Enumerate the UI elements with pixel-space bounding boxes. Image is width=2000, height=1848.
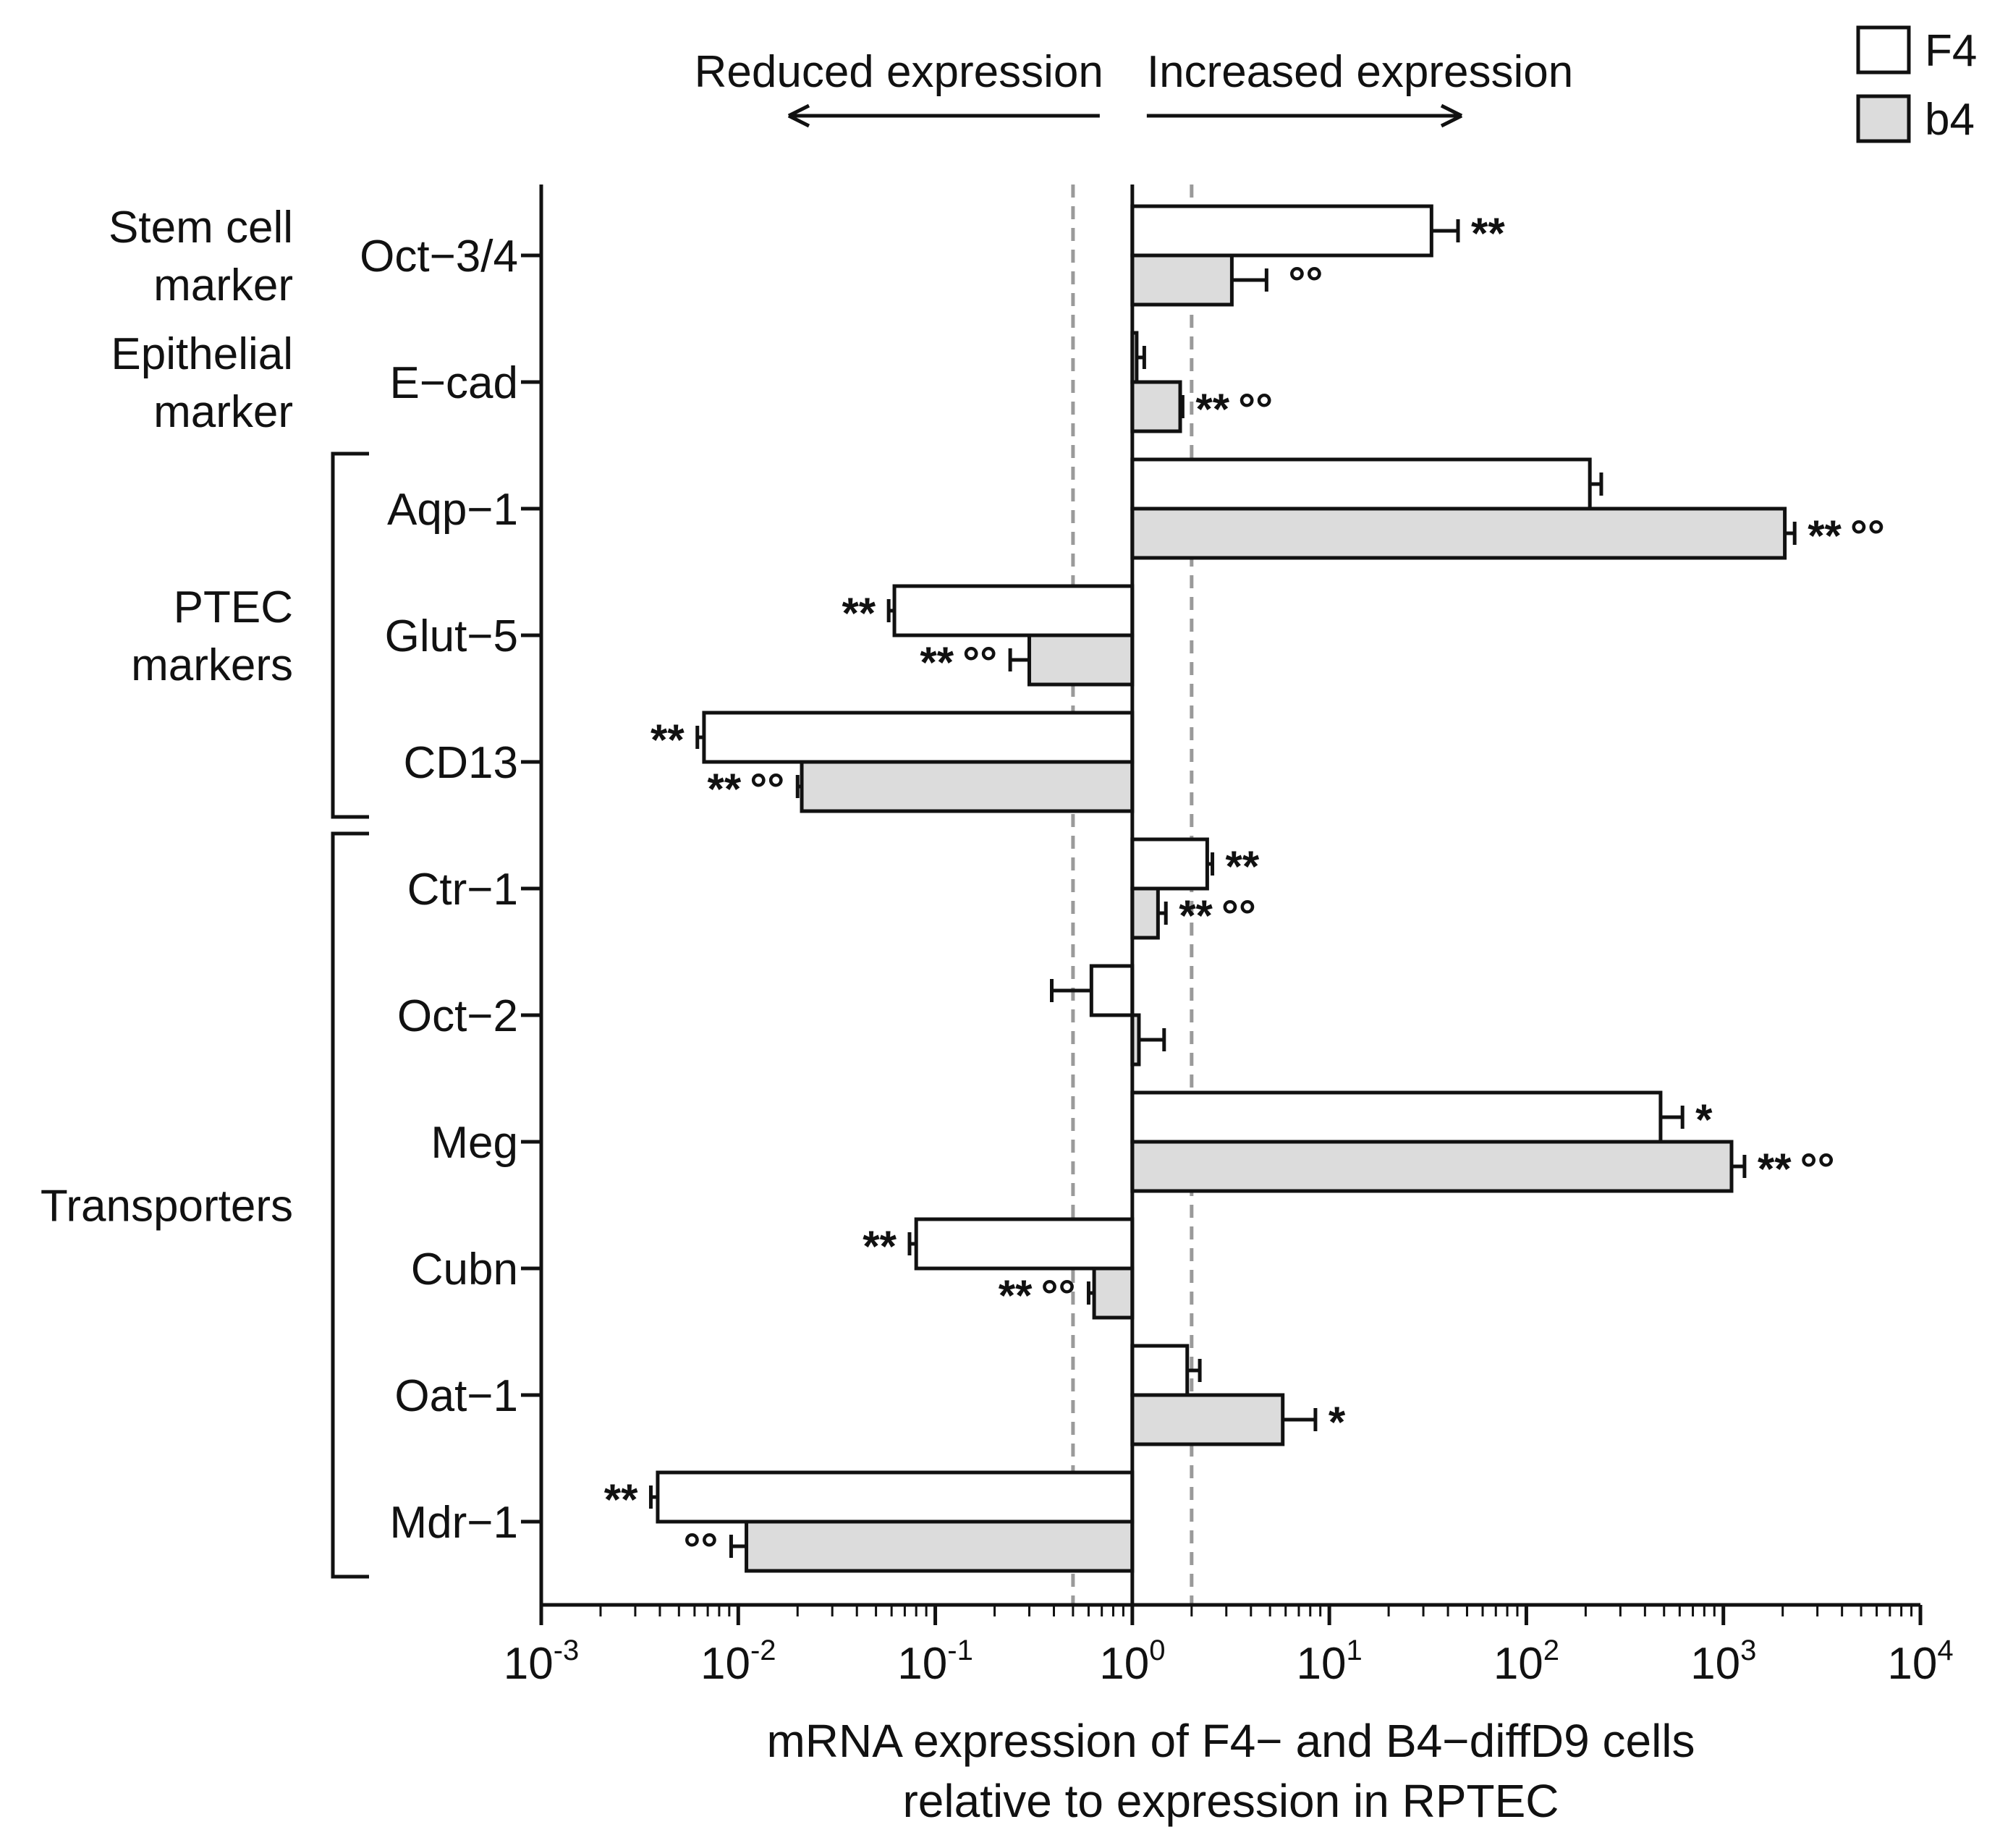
significance-markers: ** °°** °°** °°**** °°**** °°**** °°*** …	[604, 209, 1885, 1573]
category-label: Cubn	[411, 1245, 518, 1294]
category-label: Oct−3/4	[360, 232, 518, 281]
group-label: Stem cell	[109, 203, 293, 253]
bar-f4	[1130, 204, 1433, 258]
category-label: Mdr−1	[390, 1498, 518, 1548]
x-tick-label: 102	[1493, 1635, 1559, 1689]
significance-b4: *	[1329, 1398, 1346, 1446]
category-label: Meg	[431, 1118, 518, 1168]
x-tick-label: 100	[1099, 1635, 1165, 1689]
significance-b4: ** °°	[708, 765, 785, 813]
significance-b4: ** °°	[1195, 385, 1273, 433]
right-arrow	[1146, 103, 1463, 128]
bars	[648, 204, 1797, 1573]
left-arrow	[787, 103, 1100, 128]
bar-b4	[1130, 1140, 1734, 1193]
significance-f4: **	[1471, 209, 1505, 258]
group-label: PTEC	[174, 582, 293, 632]
bar-f4	[892, 584, 1135, 637]
category-labels: Oct−3/4 E−cad Aqp−1 Glut−5 CD13 Ctr−1 Oct−2 Meg…	[360, 232, 518, 1548]
legend-swatch	[1856, 94, 1911, 143]
group-bracket	[331, 452, 369, 819]
group-label: Epithelial	[111, 329, 293, 379]
reference-lines	[1071, 185, 1194, 1605]
x-tick-label: 103	[1690, 1635, 1756, 1689]
significance-f4: **	[604, 1475, 638, 1524]
legend-swatch	[1856, 25, 1911, 75]
group-label: markers	[131, 640, 293, 690]
bar-f4	[1130, 1344, 1190, 1397]
reduced-expression-label: Reduced expression	[695, 47, 1103, 97]
direction-labels: Reduced expression Increased expression	[695, 47, 1573, 128]
bar-f4	[1130, 457, 1592, 511]
x-tick-label: 104	[1887, 1635, 1953, 1689]
significance-f4: **	[863, 1222, 897, 1271]
significance-b4: ** °°	[920, 638, 997, 687]
x-tick-label: 10-2	[700, 1635, 776, 1689]
increased-expression-label: Increased expression	[1147, 47, 1573, 97]
significance-b4: ** °°	[1179, 891, 1256, 940]
bar-b4	[1092, 1266, 1135, 1320]
bar-b4	[1130, 253, 1234, 307]
category-label: Glut−5	[385, 611, 518, 661]
category-label: Oat−1	[394, 1371, 518, 1421]
bar-f4	[702, 711, 1135, 764]
bar-b4	[745, 1519, 1135, 1573]
category-label: E−cad	[389, 358, 518, 408]
group-label: Transporters	[41, 1182, 293, 1232]
group-labels: Stem cell marker Epithelial marker PTEC marke…	[41, 203, 369, 1579]
group-bracket	[331, 831, 369, 1579]
category-label: Aqp−1	[387, 485, 518, 535]
significance-f4: **	[651, 716, 685, 764]
x-tick-label: 10-1	[897, 1635, 973, 1689]
bar-b4	[1130, 506, 1787, 560]
bar-f4	[1089, 964, 1135, 1017]
bar-f4	[656, 1470, 1135, 1524]
x-axis: 10-3 10-2 10-1 100 101 102 103 104	[504, 185, 1954, 1689]
group-label: marker	[153, 260, 293, 310]
bar-b4	[1027, 633, 1135, 687]
significance-b4: ** °°	[999, 1271, 1076, 1320]
category-label: Oct−2	[397, 991, 518, 1041]
significance-f4: **	[1226, 842, 1260, 891]
bar-b4	[1130, 886, 1160, 940]
significance-b4: ** °°	[1758, 1145, 1835, 1193]
significance-b4: °°	[1279, 258, 1323, 307]
bar-f4	[1130, 837, 1209, 891]
category-label: Ctr−1	[407, 865, 518, 915]
x-axis-title: mRNA expression of F4− and B4−diffD9 cel…	[766, 1715, 1695, 1827]
bar-f4	[1130, 1090, 1663, 1144]
significance-f4: *	[1695, 1095, 1713, 1144]
x-tick-label: 101	[1297, 1635, 1363, 1689]
legend-label: F4	[1925, 26, 1977, 76]
bar-f4	[914, 1217, 1135, 1271]
bar-b4	[1130, 1393, 1285, 1446]
x-axis-title-line: mRNA expression of F4− and B4−diffD9 cel…	[766, 1715, 1695, 1767]
x-axis-title-line: relative to expression in RPTEC	[902, 1775, 1559, 1827]
legend-label: b4	[1925, 95, 1975, 145]
significance-b4: °°	[674, 1525, 718, 1573]
category-label: CD13	[403, 738, 518, 788]
bar-b4	[800, 760, 1135, 813]
significance-b4: ** °°	[1808, 512, 1885, 560]
significance-f4: **	[842, 589, 876, 637]
group-label: marker	[153, 387, 293, 437]
bar-b4	[1130, 380, 1182, 433]
x-tick-label: 10-3	[504, 1635, 580, 1689]
